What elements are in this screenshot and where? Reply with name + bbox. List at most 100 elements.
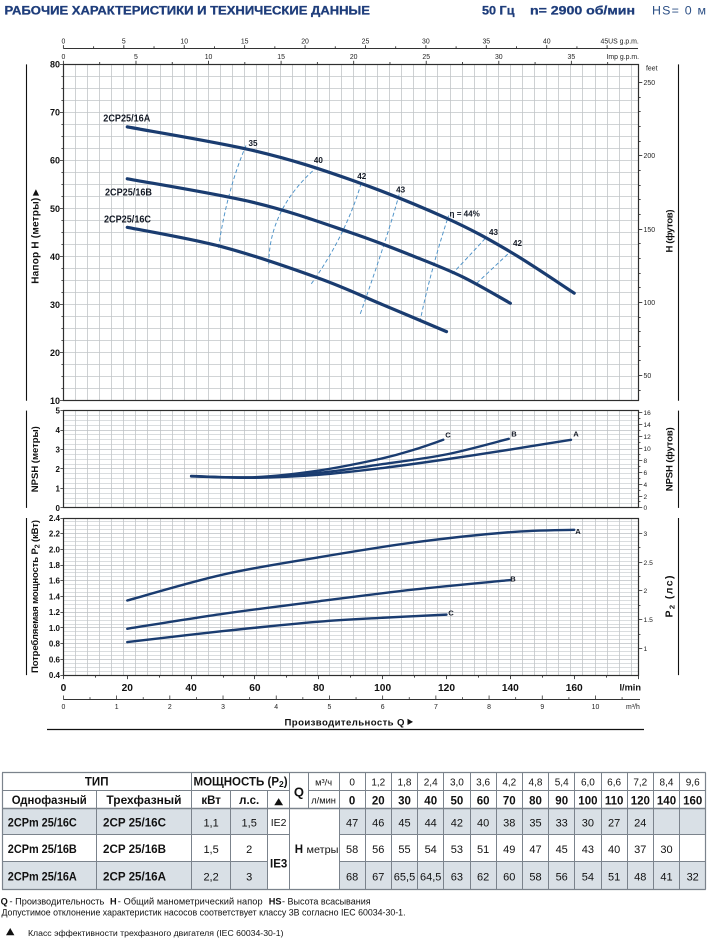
svg-text:n= 2900 об/мин: n= 2900 об/мин	[530, 4, 635, 18]
svg-text:- Производительность: - Производительность	[10, 896, 105, 906]
svg-text:5: 5	[134, 54, 138, 61]
svg-text:1,2: 1,2	[371, 778, 385, 789]
svg-text:Q: Q	[294, 785, 304, 800]
svg-text:5: 5	[328, 704, 332, 711]
svg-text:A: A	[573, 429, 579, 438]
svg-text:30: 30	[422, 39, 430, 46]
svg-text:IE2: IE2	[271, 817, 287, 829]
svg-text:Н (футов): Н (футов)	[665, 210, 676, 253]
svg-text:67: 67	[372, 871, 384, 883]
svg-text:40: 40	[543, 39, 551, 46]
svg-text:Imp g.p.m.: Imp g.p.m.	[607, 54, 640, 61]
svg-text:9,6: 9,6	[686, 778, 700, 789]
svg-text:50: 50	[451, 795, 464, 807]
svg-text:P2 (лс): P2 (лс)	[664, 576, 677, 618]
svg-text:49: 49	[503, 844, 515, 856]
svg-text:200: 200	[644, 153, 656, 160]
svg-text:58: 58	[346, 844, 358, 856]
svg-text:0.8: 0.8	[49, 640, 61, 649]
svg-text:0: 0	[61, 683, 67, 694]
svg-text:1: 1	[644, 646, 648, 653]
svg-text:1,1: 1,1	[203, 818, 218, 830]
svg-text:40: 40	[185, 683, 197, 694]
svg-text:250: 250	[644, 80, 656, 87]
svg-text:C: C	[448, 608, 454, 617]
svg-text:0: 0	[644, 505, 648, 512]
svg-text:40: 40	[608, 844, 620, 856]
svg-text:6,6: 6,6	[607, 778, 621, 789]
svg-text:42: 42	[357, 172, 367, 181]
svg-text:2: 2	[644, 588, 648, 595]
svg-text:46: 46	[372, 818, 384, 830]
svg-text:2: 2	[644, 494, 648, 501]
svg-text:HS= 0 м: HS= 0 м	[652, 4, 706, 18]
svg-text:Напор H (метры): Напор H (метры)	[30, 198, 41, 284]
svg-text:метры: метры	[307, 844, 339, 856]
svg-text:3,0: 3,0	[450, 778, 464, 789]
svg-text:25: 25	[422, 54, 430, 61]
svg-text:50: 50	[644, 373, 652, 380]
svg-text:10: 10	[592, 704, 600, 711]
svg-text:2: 2	[246, 844, 252, 856]
svg-text:160: 160	[566, 683, 583, 694]
svg-text:25: 25	[362, 39, 370, 46]
svg-text:Q: Q	[1, 896, 8, 906]
svg-text:140: 140	[502, 683, 519, 694]
svg-text:15: 15	[241, 39, 249, 46]
svg-text:0: 0	[349, 778, 355, 789]
svg-text:1.5: 1.5	[644, 617, 654, 624]
svg-text:РАБОЧИЕ ХАРАКТЕРИСТИКИ И ТЕХНИ: РАБОЧИЕ ХАРАКТЕРИСТИКИ И ТЕХНИЧЕСКИЕ ДАН…	[5, 4, 371, 18]
svg-text:2CP25/16C: 2CP25/16C	[104, 214, 151, 225]
svg-text:12: 12	[644, 434, 652, 441]
svg-text:2.2: 2.2	[49, 530, 61, 539]
svg-text:Допустимое отклонение характер: Допустимое отклонение характеристик насо…	[2, 907, 406, 917]
svg-text:20: 20	[301, 39, 309, 46]
svg-text:48: 48	[634, 871, 646, 883]
svg-text:150: 150	[644, 227, 656, 234]
svg-text:120: 120	[438, 683, 455, 694]
svg-text:60: 60	[249, 683, 261, 694]
svg-text:68: 68	[346, 871, 358, 883]
svg-text:1.8: 1.8	[49, 561, 61, 570]
svg-text:40: 40	[314, 156, 324, 165]
svg-text:3: 3	[56, 445, 61, 454]
svg-text:0.4: 0.4	[49, 671, 61, 680]
svg-text:56: 56	[372, 844, 384, 856]
svg-text:10: 10	[50, 396, 60, 406]
svg-text:2CP 25/16C: 2CP 25/16C	[103, 816, 166, 830]
svg-text:m³/h: m³/h	[626, 704, 640, 711]
svg-text:A: A	[575, 527, 581, 536]
svg-text:6,0: 6,0	[581, 778, 595, 789]
svg-text:кВт: кВт	[201, 795, 221, 807]
svg-text:0: 0	[349, 795, 355, 807]
svg-text:43: 43	[396, 185, 406, 194]
svg-text:B: B	[511, 430, 517, 439]
svg-text:4,2: 4,2	[502, 778, 516, 789]
svg-text:33: 33	[556, 818, 568, 830]
svg-text:51: 51	[608, 871, 620, 883]
svg-text:0: 0	[61, 39, 65, 46]
svg-text:43: 43	[582, 844, 594, 856]
svg-text:4: 4	[274, 704, 278, 711]
svg-text:35: 35	[248, 139, 258, 148]
svg-text:C: C	[445, 431, 451, 440]
svg-text:1: 1	[56, 484, 61, 493]
svg-text:45US g.p.m.: 45US g.p.m.	[601, 39, 639, 46]
svg-text:30: 30	[495, 54, 503, 61]
svg-text:2.0: 2.0	[49, 545, 61, 554]
svg-text:37: 37	[634, 844, 646, 856]
svg-text:4: 4	[644, 482, 648, 489]
svg-text:47: 47	[529, 844, 541, 856]
svg-text:6: 6	[381, 704, 385, 711]
svg-text:60: 60	[477, 795, 490, 807]
svg-text:л.с.: л.с.	[239, 795, 259, 807]
svg-text:л/мин: л/мин	[311, 795, 336, 805]
svg-text:62: 62	[477, 871, 489, 883]
svg-text:0: 0	[56, 504, 61, 513]
svg-text:70: 70	[50, 108, 60, 118]
svg-text:44: 44	[425, 818, 437, 830]
svg-text:42: 42	[513, 239, 523, 248]
svg-text:45: 45	[556, 844, 568, 856]
svg-text:2CP 25/16A: 2CP 25/16A	[103, 869, 166, 883]
svg-text:55: 55	[398, 844, 410, 856]
